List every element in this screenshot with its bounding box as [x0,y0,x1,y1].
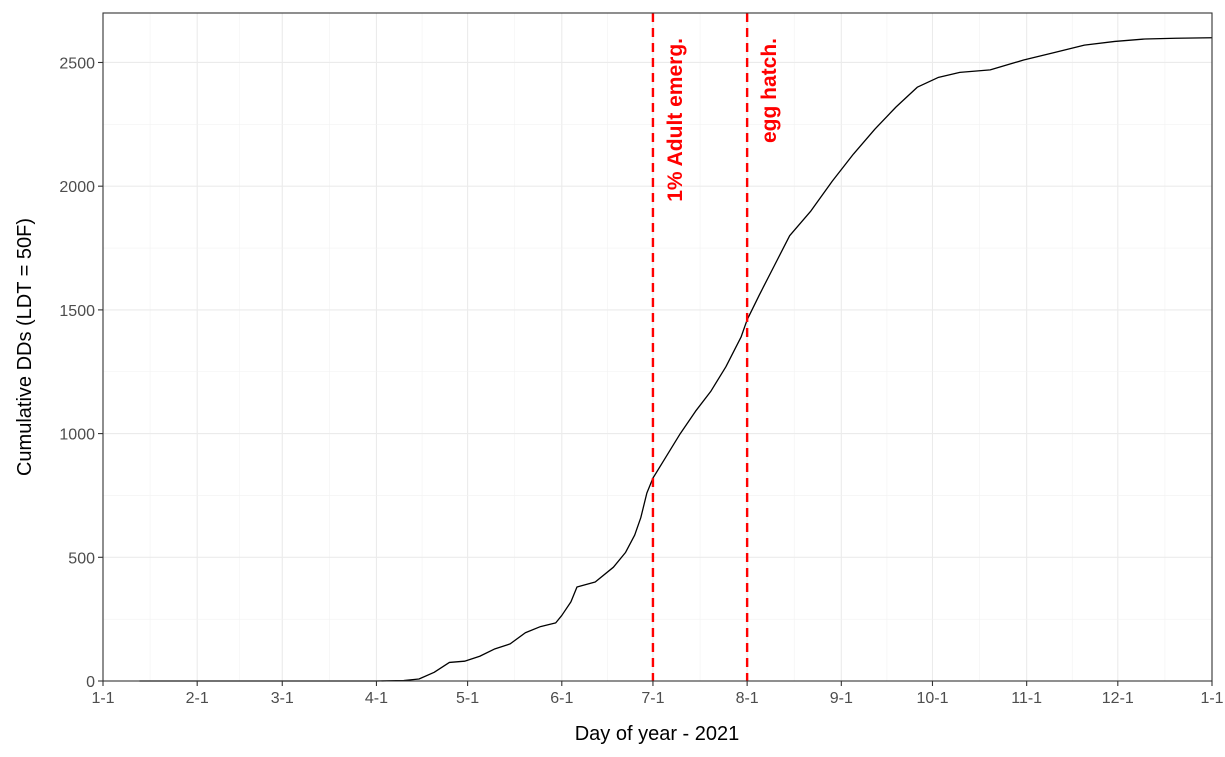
panel-border [102,12,1213,682]
x-tick-label: 7-1 [641,690,664,707]
x-tick-label: 1-1 [1200,690,1223,707]
x-tick-label: 1-1 [91,690,114,707]
x-tick-label: 6-1 [550,690,573,707]
vline-label-2: egg hatch. [758,38,781,143]
x-axis-ticks: 1-1 2-1 3-1 4-1 5-1 6-1 7-1 8-1 9-1 10-1 11-1 12-1 1… [91,681,1224,707]
x-tick-label: 5-1 [456,690,479,707]
y-axis-title: Cumulative DDs (LDT = 50F) [14,218,36,476]
x-tick-label: 2-1 [186,690,209,707]
x-tick-label: 4-1 [365,690,388,707]
y-tick-label: 1000 [59,427,95,444]
series-layer [139,37,1213,682]
y-axis-ticks: 0 500 1000 1500 2000 2500 [59,55,103,691]
y-tick-label: 500 [68,550,95,567]
x-tick-label: 8-1 [736,690,759,707]
x-tick-label: 9-1 [830,690,853,707]
series-line [139,37,1213,682]
x-tick-label: 11-1 [1011,690,1042,707]
vline-layer: 1% Adult emerg. egg hatch. [651,13,781,681]
y-tick-label: 1500 [59,303,95,320]
x-tick-label: 10-1 [916,690,948,707]
y-tick-label: 0 [86,674,95,691]
y-tick-label: 2500 [59,55,95,72]
x-tick-label: 3-1 [271,690,294,707]
x-axis-title: Day of year - 2021 [575,723,740,745]
vline-label-1: 1% Adult emerg. [664,38,687,202]
y-tick-label: 2000 [59,179,95,196]
x-tick-label: 12-1 [1102,690,1134,707]
